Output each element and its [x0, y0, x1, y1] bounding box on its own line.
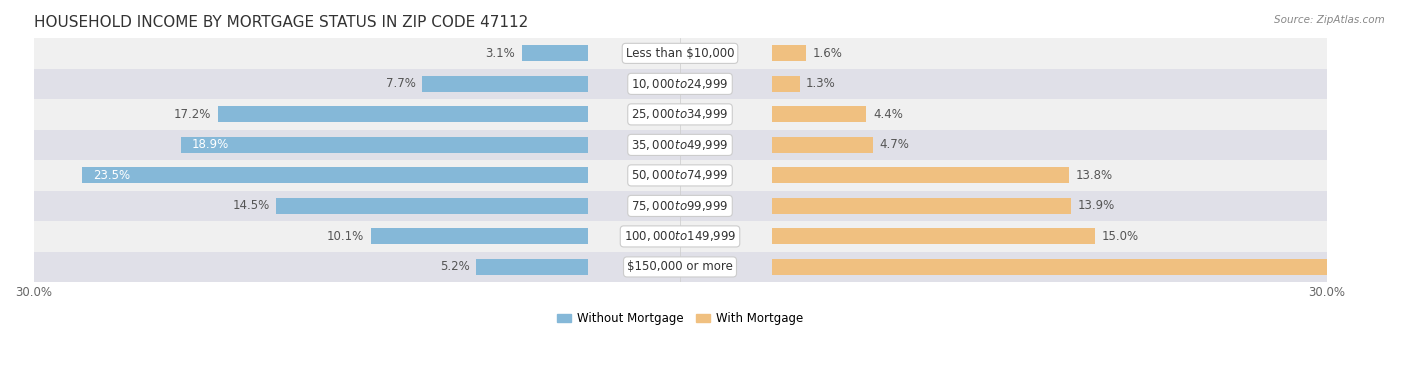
Bar	[218, 107, 589, 122]
Text: 4.4%: 4.4%	[873, 108, 903, 121]
Bar	[34, 221, 1326, 252]
Text: $75,000 to $99,999: $75,000 to $99,999	[631, 199, 728, 213]
Bar	[772, 228, 1095, 244]
Text: 29.8%: 29.8%	[1365, 260, 1403, 273]
Bar	[82, 167, 589, 183]
Bar	[34, 160, 1326, 191]
Bar	[34, 99, 1326, 130]
Text: HOUSEHOLD INCOME BY MORTGAGE STATUS IN ZIP CODE 47112: HOUSEHOLD INCOME BY MORTGAGE STATUS IN Z…	[34, 15, 527, 30]
Bar	[772, 167, 1069, 183]
Bar	[422, 76, 589, 92]
Text: $50,000 to $74,999: $50,000 to $74,999	[631, 169, 728, 183]
Bar	[34, 191, 1326, 221]
Text: 14.5%: 14.5%	[232, 200, 270, 212]
Bar	[772, 76, 800, 92]
Bar	[371, 228, 589, 244]
Text: 18.9%: 18.9%	[191, 138, 229, 152]
Bar	[34, 252, 1326, 282]
Bar	[522, 45, 589, 61]
Text: 5.2%: 5.2%	[440, 260, 470, 273]
Text: 7.7%: 7.7%	[387, 77, 416, 90]
Text: 13.9%: 13.9%	[1077, 200, 1115, 212]
Bar	[477, 259, 589, 275]
Text: Less than $10,000: Less than $10,000	[626, 47, 734, 60]
Bar	[181, 137, 589, 153]
Text: $10,000 to $24,999: $10,000 to $24,999	[631, 77, 728, 91]
Text: $35,000 to $49,999: $35,000 to $49,999	[631, 138, 728, 152]
Bar	[772, 107, 866, 122]
Text: 17.2%: 17.2%	[174, 108, 211, 121]
Legend: Without Mortgage, With Mortgage: Without Mortgage, With Mortgage	[553, 308, 807, 330]
Text: 15.0%: 15.0%	[1101, 230, 1139, 243]
Bar	[34, 69, 1326, 99]
Text: Source: ZipAtlas.com: Source: ZipAtlas.com	[1274, 15, 1385, 25]
Bar	[772, 45, 806, 61]
Text: 3.1%: 3.1%	[485, 47, 515, 60]
Text: $25,000 to $34,999: $25,000 to $34,999	[631, 107, 728, 121]
Text: $100,000 to $149,999: $100,000 to $149,999	[624, 229, 737, 243]
Text: 23.5%: 23.5%	[93, 169, 129, 182]
Text: $150,000 or more: $150,000 or more	[627, 260, 733, 273]
Bar	[772, 137, 873, 153]
Text: 4.7%: 4.7%	[879, 138, 910, 152]
Text: 1.3%: 1.3%	[806, 77, 835, 90]
Text: 10.1%: 10.1%	[328, 230, 364, 243]
Bar	[34, 130, 1326, 160]
Bar	[772, 198, 1071, 214]
Bar	[772, 259, 1406, 275]
Bar	[276, 198, 589, 214]
Bar	[34, 38, 1326, 69]
Text: 13.8%: 13.8%	[1076, 169, 1112, 182]
Text: 1.6%: 1.6%	[813, 47, 842, 60]
